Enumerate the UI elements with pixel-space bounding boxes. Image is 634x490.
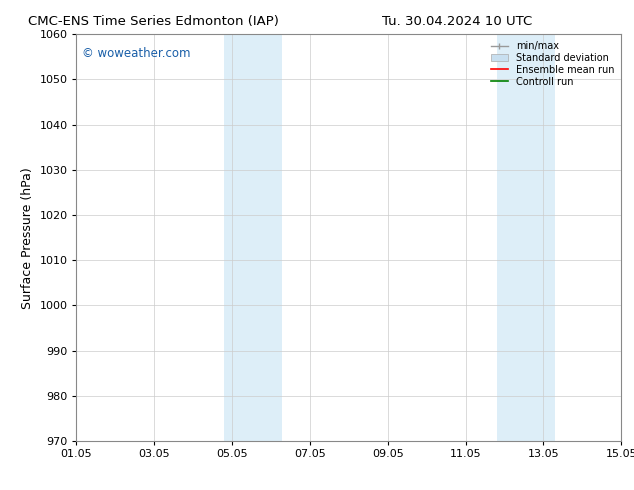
Bar bbox=[496, 34, 555, 441]
Text: © woweather.com: © woweather.com bbox=[82, 47, 190, 59]
Legend: min/max, Standard deviation, Ensemble mean run, Controll run: min/max, Standard deviation, Ensemble me… bbox=[489, 39, 616, 89]
Bar bbox=[224, 34, 283, 441]
Text: CMC-ENS Time Series Edmonton (IAP): CMC-ENS Time Series Edmonton (IAP) bbox=[27, 15, 278, 28]
Y-axis label: Surface Pressure (hPa): Surface Pressure (hPa) bbox=[21, 167, 34, 309]
Text: Tu. 30.04.2024 10 UTC: Tu. 30.04.2024 10 UTC bbox=[382, 15, 533, 28]
